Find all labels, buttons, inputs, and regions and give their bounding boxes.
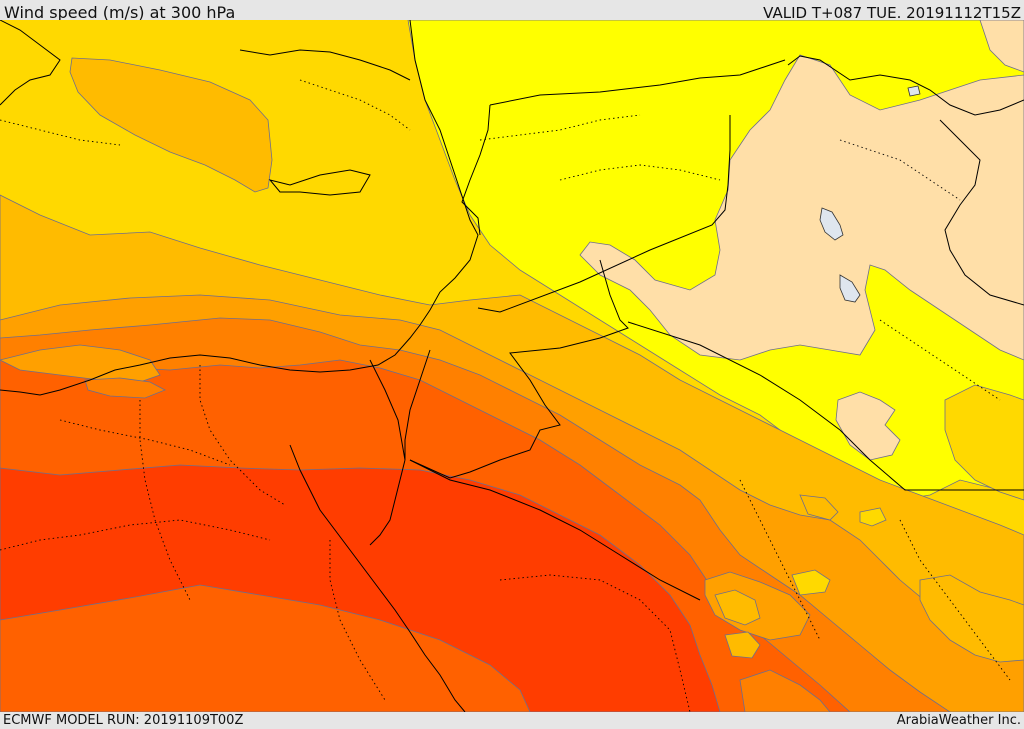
- band-5: [0, 344, 161, 383]
- map-canvas: [0, 20, 1024, 712]
- credit-label: ArabiaWeather Inc.: [896, 713, 1021, 728]
- footer-bar: ECMWF MODEL RUN: 20191109T00Z ArabiaWeat…: [0, 712, 1024, 729]
- band-4: [69, 57, 273, 193]
- band-4: [799, 494, 839, 521]
- band-1: [579, 54, 1024, 361]
- band-3: [791, 569, 831, 596]
- band-1: [835, 391, 901, 461]
- band-1: [979, 20, 1024, 73]
- title-bar: Wind speed (m/s) at 300 hPa VALID T+087 …: [0, 0, 1024, 22]
- band-3: [944, 384, 1024, 501]
- wind-speed-map[interactable]: [0, 20, 1024, 712]
- band-6: [739, 669, 831, 712]
- map-title: Wind speed (m/s) at 300 hPa: [4, 3, 236, 22]
- country-borders: [369, 59, 1024, 491]
- band-4: [919, 574, 1024, 663]
- valid-time: VALID T+087 TUE. 20191112T15Z: [763, 4, 1021, 22]
- coastlines: [0, 20, 1024, 712]
- band-4: [714, 589, 761, 626]
- band-6: [84, 377, 166, 399]
- band-5: [704, 571, 811, 641]
- province-borders: [0, 79, 1011, 712]
- lake-shape: [819, 207, 844, 241]
- model-run-label: ECMWF MODEL RUN: 20191109T00Z: [3, 713, 244, 728]
- band-4: [724, 631, 761, 659]
- band-3: [859, 507, 887, 527]
- band-7: [0, 584, 531, 712]
- lake-shape: [907, 85, 921, 97]
- lake-shape: [839, 274, 861, 303]
